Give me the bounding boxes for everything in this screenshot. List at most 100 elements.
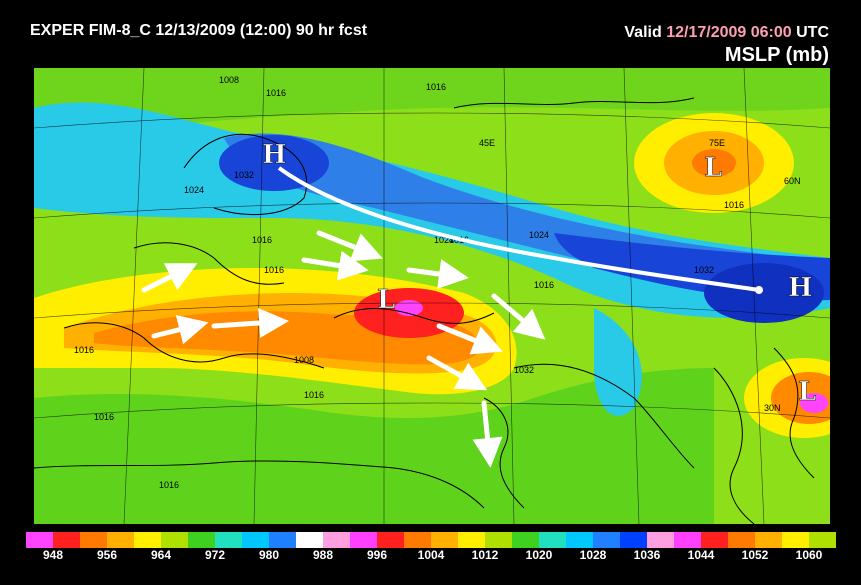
legend-labels: 948 956 964 972 980 988 996 1004 1012 1020 1028 103… xyxy=(26,548,836,564)
legend-swatch xyxy=(323,532,350,548)
legend-swatch xyxy=(377,532,404,548)
legend-label: 988 xyxy=(312,548,334,562)
contour-label: 1032 xyxy=(234,170,254,180)
legend-label: 1020 xyxy=(525,548,553,562)
legend-swatch xyxy=(431,532,458,548)
legend-label: 1004 xyxy=(417,548,445,562)
legend-label: 1028 xyxy=(579,548,607,562)
legend-label: 1036 xyxy=(633,548,661,562)
grid-label: 60N xyxy=(784,176,801,186)
legend-label: 1060 xyxy=(795,548,823,562)
flow-arrows xyxy=(141,230,546,468)
legend-swatch xyxy=(485,532,512,548)
legend-swatch xyxy=(161,532,188,548)
contour-label: 1016 xyxy=(304,390,324,400)
high-pressure-marker: H xyxy=(262,140,287,170)
legend-swatch xyxy=(782,532,809,548)
legend-swatch xyxy=(107,532,134,548)
legend-swatch xyxy=(242,532,269,548)
arrow xyxy=(301,250,369,281)
contour-label: 1008 xyxy=(219,75,239,85)
legend-swatch xyxy=(755,532,782,548)
legend-swatch xyxy=(701,532,728,548)
legend-label: 964 xyxy=(150,548,172,562)
legend-swatch xyxy=(728,532,755,548)
contour-label: 1016 xyxy=(264,265,284,275)
legend-swatch xyxy=(269,532,296,548)
coastlines xyxy=(34,97,815,524)
contour-label: 1032 xyxy=(514,365,534,375)
low-arctic-inner xyxy=(692,149,736,177)
legend-swatch xyxy=(350,532,377,548)
legend-label: 1044 xyxy=(687,548,715,562)
arrow xyxy=(472,400,503,468)
low-pressure-marker: L xyxy=(798,377,816,407)
legend-swatch xyxy=(296,532,323,548)
contour-label: 1016 xyxy=(94,412,114,422)
arrow xyxy=(491,293,546,340)
field-name: MSLP (mb) xyxy=(724,44,829,66)
valid-prefix: Valid xyxy=(624,24,662,41)
high-siberia-blob xyxy=(704,263,824,323)
map-title: EXPER FIM-8_C 12/13/2009 (12:00) 90 hr f… xyxy=(30,22,368,39)
grid-label: 45E xyxy=(479,138,495,148)
low-japan-inner xyxy=(800,393,828,413)
legend-label: 1052 xyxy=(741,548,769,562)
contour-label: 1016 xyxy=(252,235,272,245)
grid-label: 75E xyxy=(709,138,725,148)
contour-label: 1016 xyxy=(724,200,744,210)
legend-swatch xyxy=(188,532,215,548)
lat-lon-grid xyxy=(34,68,830,524)
contour-label: 1016 xyxy=(426,82,446,92)
legend-swatch xyxy=(458,532,485,548)
arrow xyxy=(426,355,488,391)
contour-label: 1024 xyxy=(184,185,204,195)
legend-swatch xyxy=(539,532,566,548)
contour-label: 1016 xyxy=(534,280,554,290)
high-scandinavia-blob xyxy=(219,135,329,191)
legend-swatch xyxy=(674,532,701,548)
legend-label: 972 xyxy=(204,548,226,562)
legend-swatch xyxy=(134,532,161,548)
arrow xyxy=(211,308,289,338)
band-north xyxy=(34,68,830,138)
band-mideast-cyan xyxy=(594,308,642,416)
legend-swatch xyxy=(593,532,620,548)
color-legend xyxy=(26,532,836,548)
valid-suffix: UTC xyxy=(796,24,829,41)
legend-label: 996 xyxy=(366,548,388,562)
legend-swatch xyxy=(80,532,107,548)
arrow xyxy=(406,259,469,289)
band-africa xyxy=(34,368,714,524)
grid-labels: 75E 45E 60N 30N xyxy=(479,138,801,413)
legend-label: 1012 xyxy=(471,548,499,562)
contour-label: 1016 xyxy=(74,345,94,355)
arrow xyxy=(141,263,198,293)
contour-label: 1024 xyxy=(434,235,454,245)
legend-swatch xyxy=(404,532,431,548)
ridge-line xyxy=(277,166,760,292)
valid-datetime: 12/17/2009 06:00 xyxy=(666,24,792,41)
contour-label: 1016 xyxy=(159,480,179,490)
ridge-end-dot xyxy=(755,286,763,294)
valid-time: Valid 12/17/2009 06:00 UTC xyxy=(624,24,829,42)
low-pressure-marker: L xyxy=(704,153,722,183)
legend-swatch xyxy=(26,532,53,548)
arrow xyxy=(436,323,503,355)
contour-label: 1032 xyxy=(694,265,714,275)
legend-swatch xyxy=(809,532,836,548)
legend-swatch xyxy=(512,532,539,548)
legend-swatch xyxy=(620,532,647,548)
pressure-map: 1008 1016 1016 1016 1024 1032 1016 1016 1008 1016… xyxy=(34,68,830,524)
legend-label: 980 xyxy=(258,548,280,562)
legend-swatch xyxy=(566,532,593,548)
legend-label: 948 xyxy=(42,548,64,562)
grid-label: 30N xyxy=(764,403,781,413)
pressure-centers: H H L L L xyxy=(262,140,817,408)
arrow xyxy=(316,230,383,262)
legend-label: 956 xyxy=(96,548,118,562)
legend-swatch xyxy=(647,532,674,548)
legend-swatch xyxy=(53,532,80,548)
contour-labels: 1008 1016 1016 1016 1024 1032 1016 1016 1008 1016… xyxy=(74,75,744,490)
contour-label: 1016 xyxy=(266,88,286,98)
